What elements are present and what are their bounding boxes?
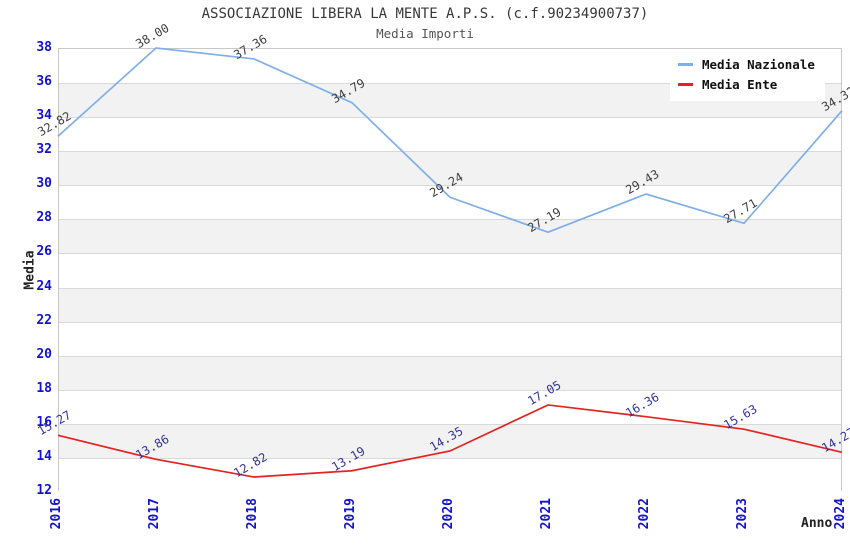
y-tick-label: 22 <box>36 312 52 328</box>
x-tick-label: 2022 <box>637 498 652 530</box>
x-axis-title: Anno <box>801 516 833 531</box>
legend-label-nazionale: Media Nazionale <box>702 57 815 72</box>
y-tick-label: 14 <box>36 448 52 464</box>
legend-line-swatch-ente <box>678 83 693 86</box>
grid-line <box>59 117 841 119</box>
chart-title: ASSOCIAZIONE LIBERA LA MENTE A.P.S. (c.f… <box>201 6 649 22</box>
y-tick-label: 12 <box>36 483 52 498</box>
grid-band <box>59 457 841 492</box>
y-tick-label: 30 <box>36 176 52 192</box>
grid-line <box>59 457 841 459</box>
legend: Media Nazionale Media Ente <box>670 50 825 101</box>
chart-subtitle: Media Importi <box>376 26 474 41</box>
y-tick-label: 16 <box>36 414 52 430</box>
y-tick-label: 28 <box>36 210 52 226</box>
x-tick-label: 2021 <box>539 498 554 530</box>
grid-line <box>59 321 841 323</box>
y-tick-label: 32 <box>36 142 52 158</box>
grid-line <box>59 253 841 255</box>
grid-band <box>59 253 841 288</box>
x-tick-label: 2016 <box>49 498 64 530</box>
grid-line <box>59 151 841 153</box>
y-tick-label: 20 <box>36 346 52 362</box>
x-tick-label: 2024 <box>833 498 848 530</box>
legend-item-media-nazionale: Media Nazionale <box>678 57 815 72</box>
x-tick-label: 2023 <box>735 498 750 530</box>
grid-band <box>59 117 841 152</box>
y-axis-title: Media <box>22 249 38 290</box>
x-tick-label: 2019 <box>343 498 358 530</box>
y-tick-label: 36 <box>36 74 52 90</box>
grid-band <box>59 355 841 390</box>
grid-band <box>59 287 841 322</box>
x-tick-label: 2017 <box>147 498 162 530</box>
grid-line <box>59 389 841 391</box>
grid-band <box>59 219 841 254</box>
grid-line <box>59 355 841 357</box>
x-tick-label: 2020 <box>441 498 456 530</box>
y-tick-label: 38 <box>36 40 52 55</box>
x-tick-label: 2018 <box>245 498 260 530</box>
y-tick-label: 34 <box>36 108 52 124</box>
grid-line <box>59 287 841 289</box>
grid-band <box>59 321 841 356</box>
y-tick-label: 26 <box>36 244 52 260</box>
legend-item-media-ente: Media Ente <box>678 77 815 92</box>
legend-label-ente: Media Ente <box>702 77 778 92</box>
y-tick-label: 24 <box>36 278 52 294</box>
y-tick-label: 18 <box>36 380 52 396</box>
legend-line-swatch-nazionale <box>678 63 693 66</box>
